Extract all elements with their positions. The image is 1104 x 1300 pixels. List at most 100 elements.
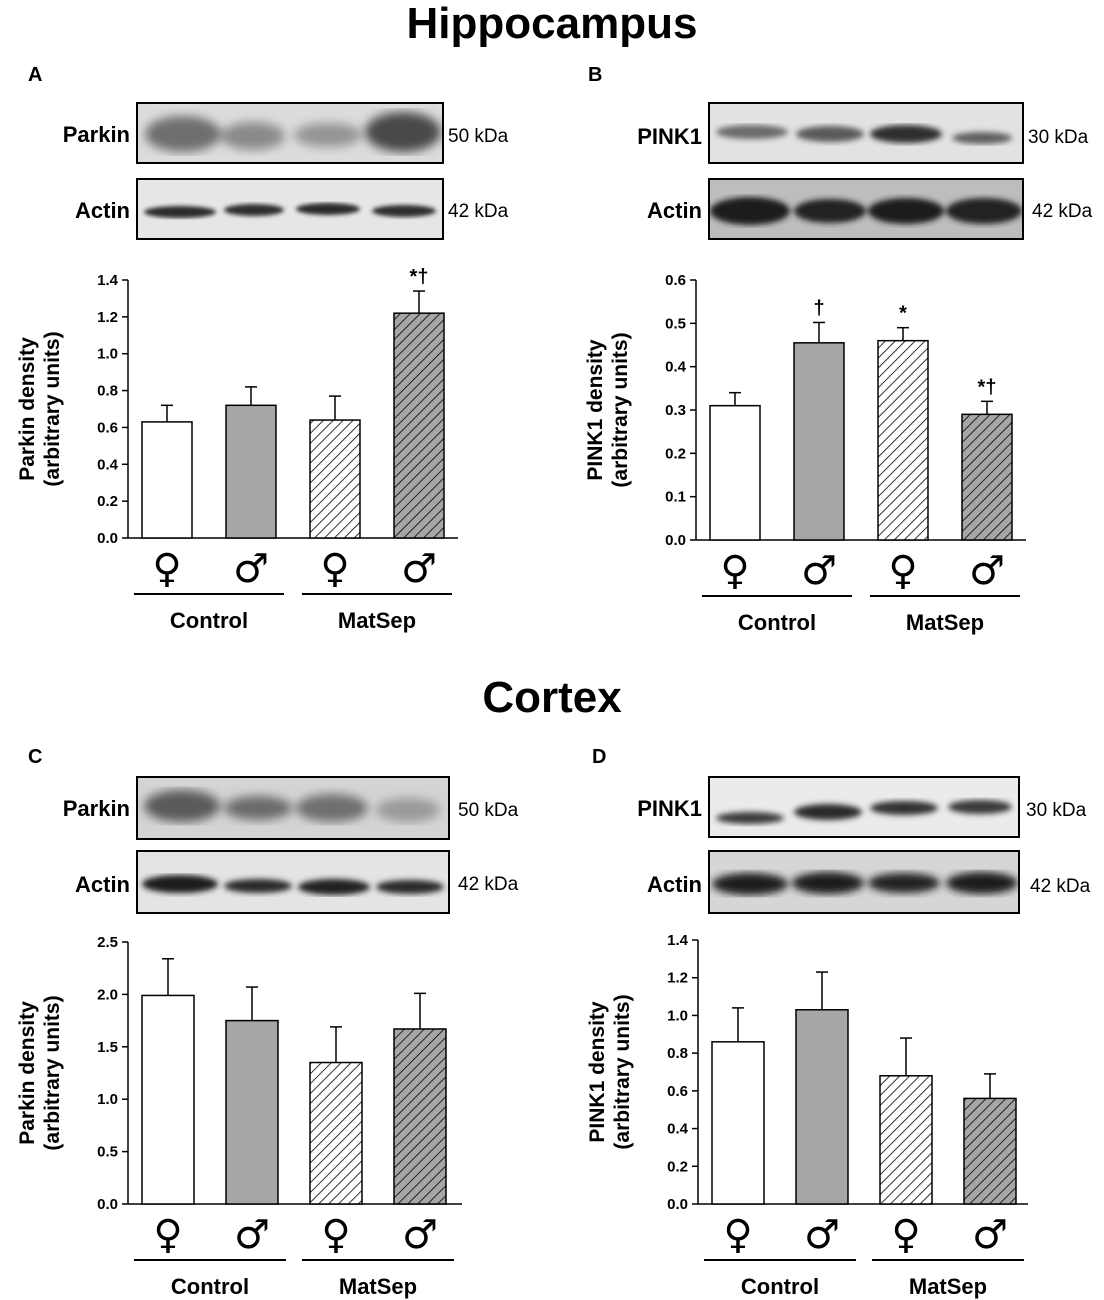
male-symbol: ♂: [233, 546, 269, 592]
blot-label-actin: Actin: [647, 198, 702, 223]
y-tick-label: 0.2: [97, 493, 118, 510]
western-blot-protein: [708, 102, 1024, 164]
y-tick-label: 0.4: [97, 456, 119, 473]
female-symbol: ♀: [888, 548, 917, 594]
kda-label-actin: 42 kDa: [1030, 876, 1091, 897]
male-symbol: ♂: [401, 546, 437, 592]
bar: [793, 342, 845, 541]
western-blot-actin: [708, 178, 1024, 240]
y-axis-label: Parkin density(arbitrary units): [16, 995, 64, 1150]
bar: [393, 1028, 447, 1205]
male-symbol: ♂: [969, 548, 1005, 594]
significance-annotation: *†: [410, 266, 429, 288]
y-tick-label: 0.8: [667, 1045, 688, 1062]
group-label: Control: [171, 1274, 249, 1299]
y-tick-label: 0.6: [97, 419, 118, 436]
significance-annotation: *†: [978, 376, 997, 398]
y-tick-label: 2.0: [97, 986, 118, 1003]
y-tick-label: 1.0: [667, 1007, 688, 1024]
group-label: MatSep: [906, 610, 984, 635]
kda-label-protein: 30 kDa: [1026, 800, 1087, 821]
bar: [795, 1009, 849, 1205]
group-label: Control: [741, 1274, 819, 1299]
y-tick-label: 1.0: [97, 1091, 118, 1108]
y-tick-label: 1.0: [97, 346, 118, 363]
western-blot-protein: [136, 102, 444, 164]
y-tick-label: 0.0: [97, 530, 118, 547]
y-tick-label: 0.4: [665, 359, 687, 376]
y-tick-label: 0.1: [665, 489, 686, 506]
y-tick-label: 0.2: [665, 445, 686, 462]
bar: [961, 413, 1013, 541]
kda-label-actin: 42 kDa: [458, 874, 519, 895]
female-symbol: ♀: [891, 1212, 920, 1258]
y-tick-label: 0.3: [665, 402, 686, 419]
bar-chart: 0.0 0.1 0.2 0.3 0.4 0.5 0.6 PINK1 density(arbit…: [584, 272, 1026, 635]
bar: [963, 1097, 1017, 1205]
bar: [225, 404, 277, 539]
panel-c: C Parkin 50 kDa Actin 42 kDa 0.0 0.5 1.0 1.…: [0, 740, 552, 1300]
blot-label-protein: Parkin: [62, 796, 130, 821]
female-symbol: ♀: [153, 1212, 182, 1258]
bar-chart: 0.0 0.5 1.0 1.5 2.0 2.5 Parkin density(arbitra…: [16, 934, 462, 1299]
bar-chart: 0.0 0.2 0.4 0.6 0.8 1.0 1.2 1.4 Parkin density(a…: [16, 266, 458, 633]
y-tick-label: 0.4: [667, 1121, 689, 1138]
blot-label-protein: Parkin: [62, 122, 130, 147]
blot-label-actin: Actin: [647, 872, 702, 897]
male-symbol: ♂: [801, 548, 837, 594]
panel-a: A Parkin 50 kDa Actin 42 kDa 0.0 0.2 0.4 0.…: [0, 60, 552, 660]
y-tick-label: 0.0: [667, 1196, 688, 1213]
y-tick-label: 0.0: [97, 1196, 118, 1213]
panel-d: D PINK1 30 kDa Actin 42 kDa 0.0 0.2 0.4 0.6…: [552, 740, 1104, 1300]
bar: [309, 419, 361, 539]
bar: [709, 404, 761, 541]
y-tick-label: 0.8: [97, 383, 118, 400]
western-blot-protein: [136, 776, 450, 840]
y-tick-label: 0.6: [667, 1083, 688, 1100]
significance-annotation: *: [899, 303, 907, 325]
kda-label-protein: 50 kDa: [458, 800, 519, 821]
female-symbol: ♀: [723, 1212, 752, 1258]
bar: [877, 339, 929, 541]
blot-label-actin: Actin: [75, 198, 130, 223]
western-blot-protein: [708, 776, 1020, 838]
bar: [141, 994, 195, 1205]
blot-label-actin: Actin: [75, 872, 130, 897]
y-tick-label: 1.2: [97, 309, 118, 326]
bar: [225, 1019, 279, 1205]
y-tick-label: 1.4: [667, 932, 689, 949]
panel-letter: B: [588, 64, 603, 86]
group-label: MatSep: [339, 1274, 417, 1299]
female-symbol: ♀: [321, 1212, 350, 1258]
y-tick-label: 0.2: [667, 1158, 688, 1175]
female-symbol: ♀: [320, 546, 349, 592]
bar: [309, 1061, 363, 1205]
blot-label-protein: PINK1: [637, 124, 702, 149]
panel-letter: C: [28, 746, 43, 768]
female-symbol: ♀: [720, 548, 749, 594]
bar: [393, 312, 445, 539]
male-symbol: ♂: [804, 1212, 840, 1258]
western-blot-actin: [136, 850, 450, 914]
panel-letter: A: [28, 64, 43, 86]
male-symbol: ♂: [234, 1212, 270, 1258]
female-symbol: ♀: [152, 546, 181, 592]
y-tick-label: 0.5: [665, 315, 686, 332]
y-tick-label: 2.5: [97, 934, 118, 951]
significance-annotation: †: [813, 297, 824, 319]
blot-label-protein: PINK1: [637, 796, 702, 821]
panel-letter: D: [592, 746, 607, 768]
male-symbol: ♂: [972, 1212, 1008, 1258]
y-tick-label: 1.4: [97, 272, 119, 289]
y-tick-label: 0.0: [665, 532, 686, 549]
panel-b: B PINK1 30 kDa Actin 42 kDa 0.0 0.1 0.2 0.3…: [552, 60, 1104, 660]
group-label: Control: [738, 610, 816, 635]
y-tick-label: 1.5: [97, 1039, 118, 1056]
section-title-cortex: Cortex: [482, 673, 622, 722]
western-blot-actin: [136, 178, 444, 240]
y-axis-label: Parkin density(arbitrary units): [16, 331, 64, 486]
group-label: MatSep: [909, 1274, 987, 1299]
bar-chart: 0.0 0.2 0.4 0.6 0.8 1.0 1.2 1.4 PINK1 density(ar…: [586, 932, 1028, 1299]
y-tick-label: 0.6: [665, 272, 686, 289]
kda-label-actin: 42 kDa: [1032, 201, 1093, 222]
